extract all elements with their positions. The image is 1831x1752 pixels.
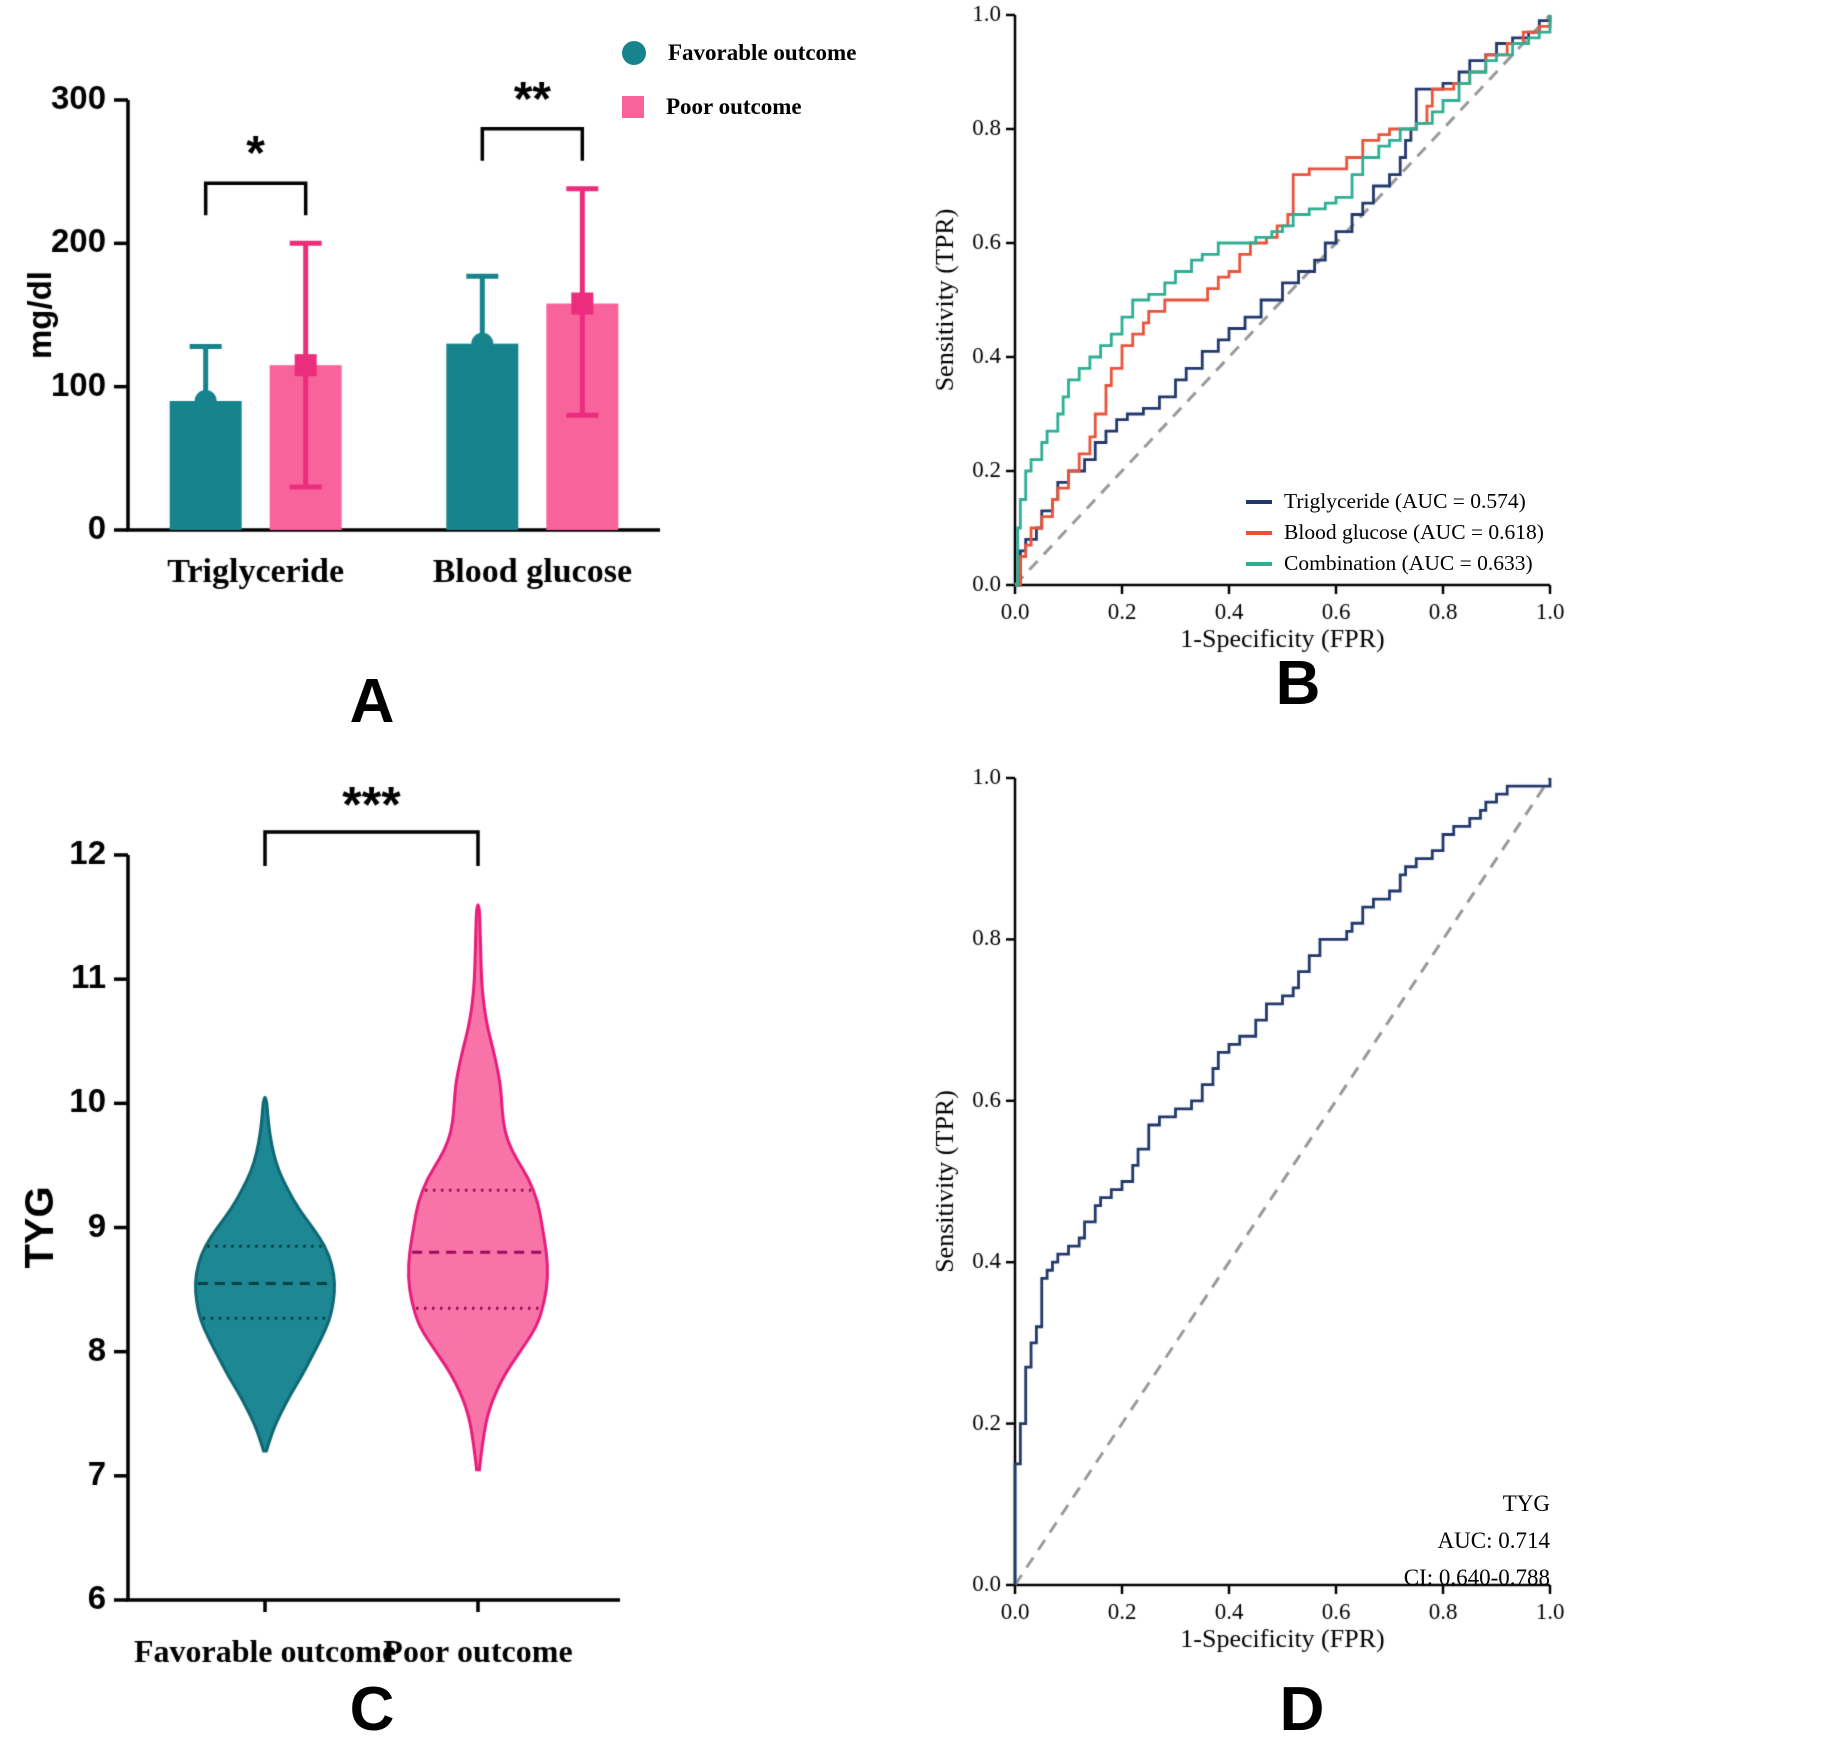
- panel-a-bar-chart: [0, 0, 915, 760]
- panel-c-violin-chart: [0, 760, 915, 1752]
- legend-label-poor: Poor outcome: [666, 94, 802, 119]
- annotation-tyg: TYG: [1502, 1491, 1550, 1516]
- panel-a-legend: Favorable outcome Poor outcome: [622, 40, 856, 148]
- legend-item-combination: Combination (AUC = 0.633): [1246, 548, 1544, 579]
- legend-item-favorable-outcome: Favorable outcome: [622, 40, 856, 66]
- panel-b-roc-chart: [915, 0, 1831, 760]
- legend-label-triglyceride: Triglyceride (AUC = 0.574): [1284, 489, 1526, 513]
- poor-square-marker-icon: [622, 96, 644, 118]
- panel-letter-b: B: [1275, 649, 1321, 718]
- favorable-circle-marker-icon: [622, 41, 646, 65]
- legend-label-favorable: Favorable outcome: [668, 40, 857, 65]
- panel-letter-c: C: [349, 1675, 395, 1744]
- legend-item-blood-glucose: Blood glucose (AUC = 0.618): [1246, 517, 1544, 548]
- legend-label-combination: Combination (AUC = 0.633): [1284, 551, 1533, 575]
- panel-b-legend: Triglyceride (AUC = 0.574) Blood glucose…: [1246, 486, 1544, 579]
- annotation-auc: AUC: 0.714: [1437, 1528, 1550, 1553]
- legend-label-blood-glucose: Blood glucose (AUC = 0.618): [1284, 520, 1544, 544]
- annotation-ci: CI: 0.640-0.788: [1403, 1565, 1550, 1590]
- panel-d-annotation: TYG AUC: 0.714 CI: 0.640-0.788: [1250, 1485, 1550, 1596]
- legend-item-triglyceride: Triglyceride (AUC = 0.574): [1246, 486, 1544, 517]
- panel-letter-d: D: [1279, 1675, 1325, 1744]
- triglyceride-line-icon: [1246, 499, 1272, 504]
- legend-item-poor-outcome: Poor outcome: [622, 94, 856, 120]
- panel-letter-a: A: [349, 667, 395, 736]
- blood-glucose-line-icon: [1246, 530, 1272, 535]
- combination-line-icon: [1246, 561, 1272, 566]
- panel-d-roc-chart: [915, 760, 1831, 1752]
